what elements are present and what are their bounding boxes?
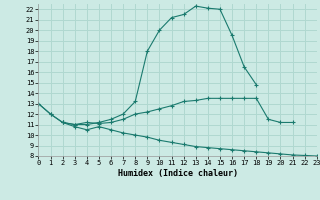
X-axis label: Humidex (Indice chaleur): Humidex (Indice chaleur) <box>118 169 238 178</box>
